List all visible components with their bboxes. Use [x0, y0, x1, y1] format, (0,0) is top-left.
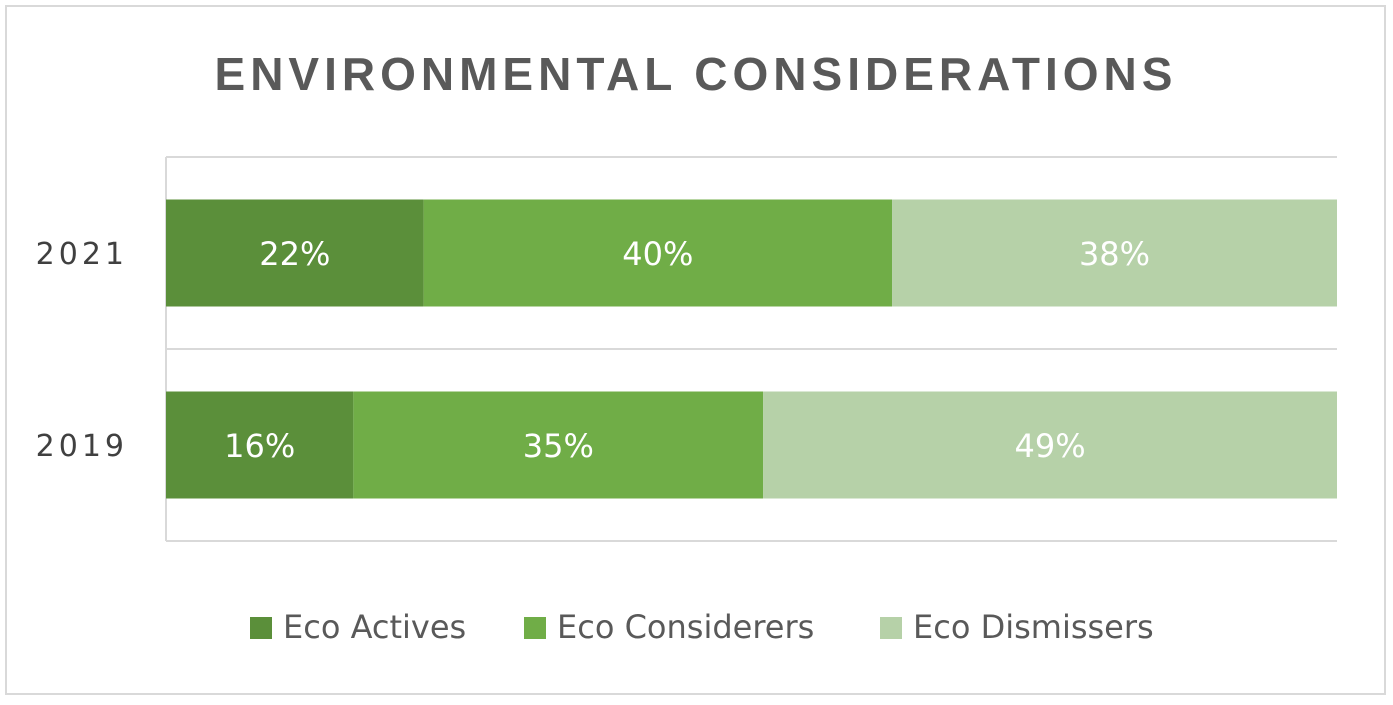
category-labels: 2021 2019 — [36, 237, 128, 464]
legend-label: Eco Considerers — [557, 608, 814, 646]
legend-swatch — [880, 617, 902, 639]
data-label: 22% — [259, 235, 330, 273]
category-label: 2021 — [36, 237, 128, 272]
data-label: 40% — [622, 235, 693, 273]
legend-item: Eco Actives — [250, 608, 466, 646]
legend-swatch — [524, 617, 546, 639]
data-label: 38% — [1079, 235, 1150, 273]
bar-segment — [166, 199, 424, 307]
bars-group: 22% 40% 38% 16% 35% 49% — [166, 199, 1337, 499]
bar-segment — [353, 391, 764, 499]
bar-segment — [892, 199, 1337, 307]
bar-segment — [423, 199, 893, 307]
bar-segment — [166, 391, 354, 499]
data-label: 35% — [523, 427, 594, 465]
category-label: 2019 — [36, 429, 128, 464]
data-label: 16% — [224, 427, 295, 465]
bar-segment — [763, 391, 1337, 499]
legend: Eco Actives Eco Considerers Eco Dismissers — [250, 608, 1154, 646]
legend-swatch — [250, 617, 272, 639]
legend-label: Eco Dismissers — [913, 608, 1154, 646]
data-label: 49% — [1015, 427, 1086, 465]
legend-item: Eco Dismissers — [880, 608, 1154, 646]
legend-item: Eco Considerers — [524, 608, 814, 646]
gridlines — [165, 156, 1337, 542]
legend-label: Eco Actives — [283, 608, 466, 646]
chart-title: ENVIRONMENTAL CONSIDERATIONS — [215, 48, 1178, 100]
